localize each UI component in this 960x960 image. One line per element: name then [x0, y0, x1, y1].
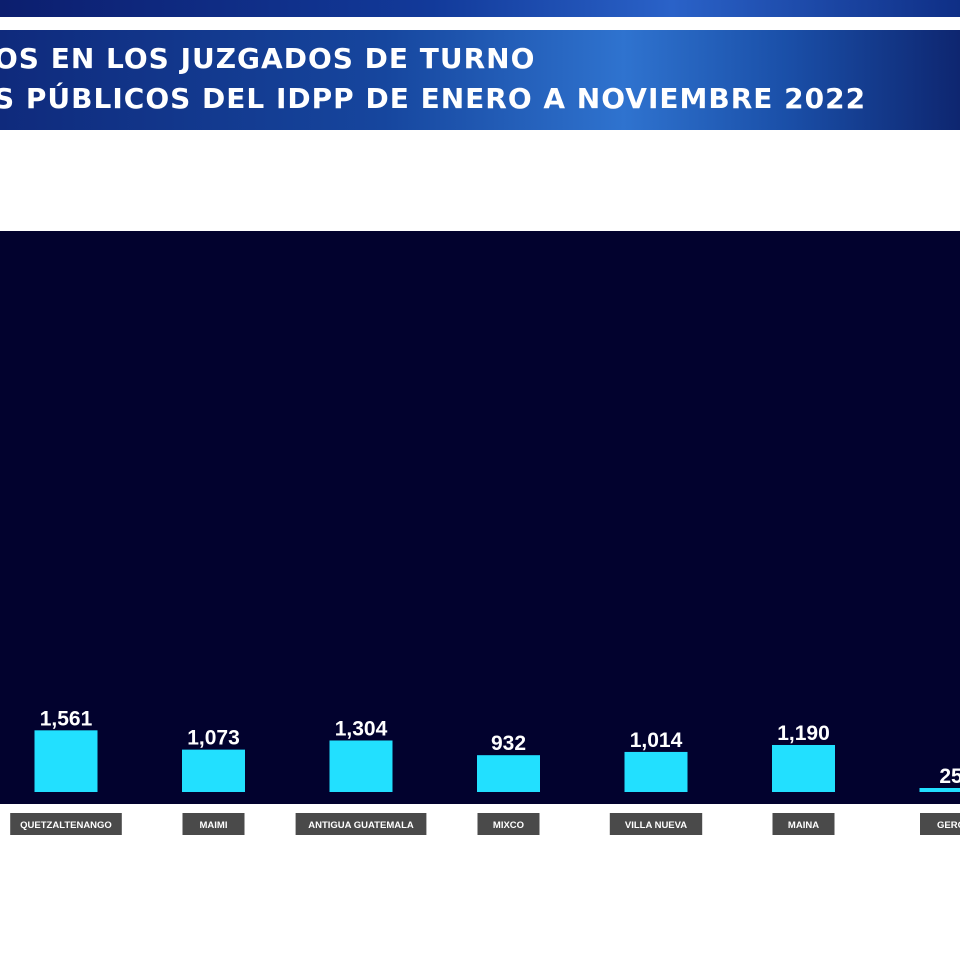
plot-area: [0, 231, 960, 804]
bar: [182, 749, 245, 792]
bar: [329, 740, 393, 792]
category-label: VILLA NUEVA: [625, 820, 687, 831]
category-label-box: [295, 813, 427, 835]
category-label-box: [10, 813, 122, 835]
chart-title-line-1: OS EN LOS JUZGADOS DE TURNO: [0, 42, 536, 75]
bar-value-label: 932: [491, 732, 526, 755]
bar-value-label: 1,190: [777, 722, 830, 745]
category-label-box: [920, 813, 960, 835]
category-label-box: [609, 813, 703, 835]
category-label-box: [772, 813, 835, 835]
bar-value-label: 1,014: [630, 729, 683, 752]
bar-value-label: 25: [939, 765, 960, 788]
chart-title-line-2: S PÚBLICOS DEL IDPP DE ENERO A NOVIEMBRE…: [0, 82, 867, 115]
category-label: GERO: [937, 820, 960, 831]
bar: [34, 730, 98, 792]
category-label-box: [182, 813, 245, 835]
bar: [624, 751, 688, 792]
category-label: QUETZALTENANGO: [20, 820, 112, 831]
category-label-box: [477, 813, 540, 835]
category-label: ANTIGUA GUATEMALA: [308, 820, 414, 831]
bar: [477, 755, 540, 792]
bar-value-label: 1,304: [335, 717, 388, 740]
category-label: MAINA: [788, 820, 819, 831]
category-label: MIXCO: [493, 820, 524, 831]
title-banner: OS EN LOS JUZGADOS DE TURNO S PÚBLICOS D…: [0, 30, 960, 130]
top-accent-bar: [0, 0, 960, 17]
bar: [772, 744, 835, 792]
bar: [919, 788, 960, 792]
bar-value-label: 1,561: [40, 707, 93, 730]
bar-value-label: 1,073: [187, 727, 240, 750]
category-label: MAIMI: [200, 820, 228, 831]
